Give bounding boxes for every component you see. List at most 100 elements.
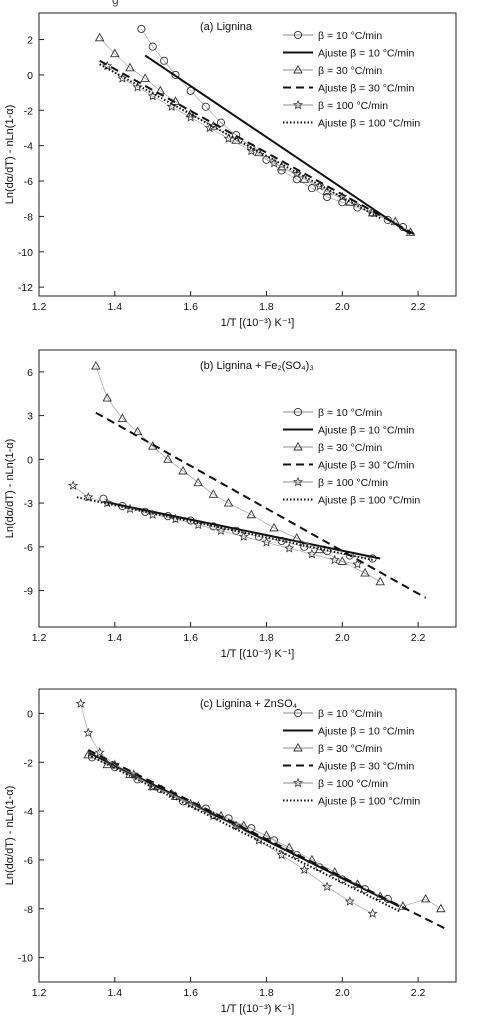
y-tick-label: -8 xyxy=(24,211,33,223)
triangle-point xyxy=(193,477,203,487)
circle-point xyxy=(323,192,332,201)
fit-line xyxy=(99,63,381,220)
star-point xyxy=(284,543,295,553)
legend-swatch-star xyxy=(293,777,303,788)
fit-line xyxy=(144,54,412,235)
y-tick-label: 2 xyxy=(27,35,33,47)
y-tick-label: -9 xyxy=(24,586,33,598)
x-tick-label: 2.0 xyxy=(335,632,350,644)
x-tick-label: 2.2 xyxy=(411,987,426,999)
y-tick-label: -2 xyxy=(24,757,33,769)
x-tick-label: 1.4 xyxy=(108,301,123,313)
star-point xyxy=(269,158,279,168)
star-point xyxy=(83,727,94,738)
fit-line xyxy=(99,59,415,235)
triangle-point xyxy=(178,465,188,475)
chart-panel-c: 1.2 1.4 1.6 1.8 2.0 2.2 0 -2 -4 -6 -8 -10 1/T [(10⁻³… xyxy=(4,688,457,1015)
series-trace xyxy=(95,365,381,583)
star-point xyxy=(246,145,257,156)
star-point xyxy=(75,698,86,708)
star-point xyxy=(117,73,128,83)
x-tick-label: 1.2 xyxy=(32,987,47,999)
legend-entry: Ajuste β = 10 °C/min xyxy=(318,425,414,437)
circle-point xyxy=(137,24,146,33)
triangle-point xyxy=(163,454,173,463)
legend-entry: Ajuste β = 30 °C/min xyxy=(318,761,414,773)
legend: β = 10 °C/min Ajuste β = 10 °C/min β = 30 … xyxy=(283,30,420,130)
y-axis-label: Ln(dα/dT) - nLn(1-α) xyxy=(4,786,16,886)
x-axis-label: 1/T [(10⁻³) K⁻¹] xyxy=(221,1003,295,1015)
triangle-point xyxy=(147,781,158,791)
x-tick-label: 2.2 xyxy=(411,301,426,313)
star-point xyxy=(125,503,135,514)
legend: β = 10 °C/min Ajuste β = 10 °C/min β = 30 … xyxy=(283,708,420,808)
x-tick-label: 1.8 xyxy=(259,301,274,313)
y-tick-label: -6 xyxy=(24,542,33,554)
y-axis-label: Ln(dα/dT) - nLn(1-α) xyxy=(4,105,16,205)
legend-swatch-circle xyxy=(293,708,303,718)
series-4 xyxy=(99,59,415,235)
triangle-point xyxy=(420,893,431,903)
legend-entry: Ajuste β = 100 °C/min xyxy=(318,495,420,507)
triangle-point xyxy=(375,576,385,586)
y-tick-label: -10 xyxy=(18,953,33,965)
legend-entry: β = 100 °C/min xyxy=(318,778,388,790)
fit-line xyxy=(103,500,381,560)
chart-title: (b) Lignina + Fe₂(SO₄)₃ xyxy=(200,360,314,372)
legend-entry: β = 30 °C/min xyxy=(318,442,382,454)
series-2 xyxy=(87,751,400,908)
star-point xyxy=(166,788,177,799)
triangle-point xyxy=(83,749,94,759)
fit-line xyxy=(95,411,427,599)
legend-entry: Ajuste β = 10 °C/min xyxy=(318,48,414,60)
triangle-point xyxy=(94,32,105,42)
y-tick-label: -10 xyxy=(18,247,33,259)
legend-swatch-circle xyxy=(293,407,303,417)
caption-fragment: g xyxy=(112,0,119,7)
plot-frame xyxy=(38,349,457,628)
star-point xyxy=(344,896,355,906)
circle-point xyxy=(209,522,218,531)
legend-entry: β = 10 °C/min xyxy=(318,30,382,42)
x-tick-label: 2.0 xyxy=(335,301,350,313)
fit-line xyxy=(76,496,373,561)
legend-entry: Ajuste β = 100 °C/min xyxy=(318,118,420,130)
circle-point xyxy=(171,70,180,79)
y-tick-label: -4 xyxy=(24,806,33,818)
circle-point xyxy=(148,42,157,51)
plot-frame xyxy=(38,688,457,983)
triangle-point xyxy=(102,759,113,769)
chart-title: (a) Lignina xyxy=(200,21,253,33)
x-tick-label: 1.2 xyxy=(32,632,47,644)
legend-entry: β = 10 °C/min xyxy=(318,407,382,419)
legend-entry: Ajuste β = 30 °C/min xyxy=(318,83,414,95)
legend-swatch-star xyxy=(293,476,303,487)
series-4 xyxy=(87,749,446,930)
legend-entry: β = 100 °C/min xyxy=(318,477,388,489)
star-point xyxy=(322,881,333,892)
circle-point xyxy=(216,118,226,127)
triangle-point xyxy=(110,48,120,58)
star-point xyxy=(94,747,105,757)
circle-point xyxy=(307,184,316,193)
star-point xyxy=(166,101,177,111)
y-tick-label: -6 xyxy=(24,855,33,867)
star-point xyxy=(261,537,272,547)
triangle-point xyxy=(140,73,150,82)
series-3 xyxy=(91,360,385,586)
y-tick-label: 6 xyxy=(27,367,33,379)
legend-entry: Ajuste β = 100 °C/min xyxy=(318,796,420,808)
plot-frame xyxy=(38,12,457,297)
legend-entry: β = 30 °C/min xyxy=(318,65,382,77)
legend-entry: β = 10 °C/min xyxy=(318,708,382,720)
series-2 xyxy=(103,500,381,560)
fit-line xyxy=(87,749,446,930)
chart-panel-b: 1.2 1.4 1.6 1.8 2.0 2.2 6 3 0 -3 -6 -9 1/T [(10⁻³) K… xyxy=(4,349,457,660)
star-point xyxy=(231,820,242,830)
star-point xyxy=(329,554,340,565)
series-6 xyxy=(76,496,373,561)
cropped-caption: g xyxy=(0,0,480,8)
x-tick-label: 1.8 xyxy=(259,632,274,644)
chart-panel-a: 1.2 1.4 1.6 1.8 2.0 2.2 2 0 -2 -4 -6 -8 -10 -12 1/T [(… xyxy=(4,12,457,329)
y-tick-label: 0 xyxy=(27,708,33,720)
